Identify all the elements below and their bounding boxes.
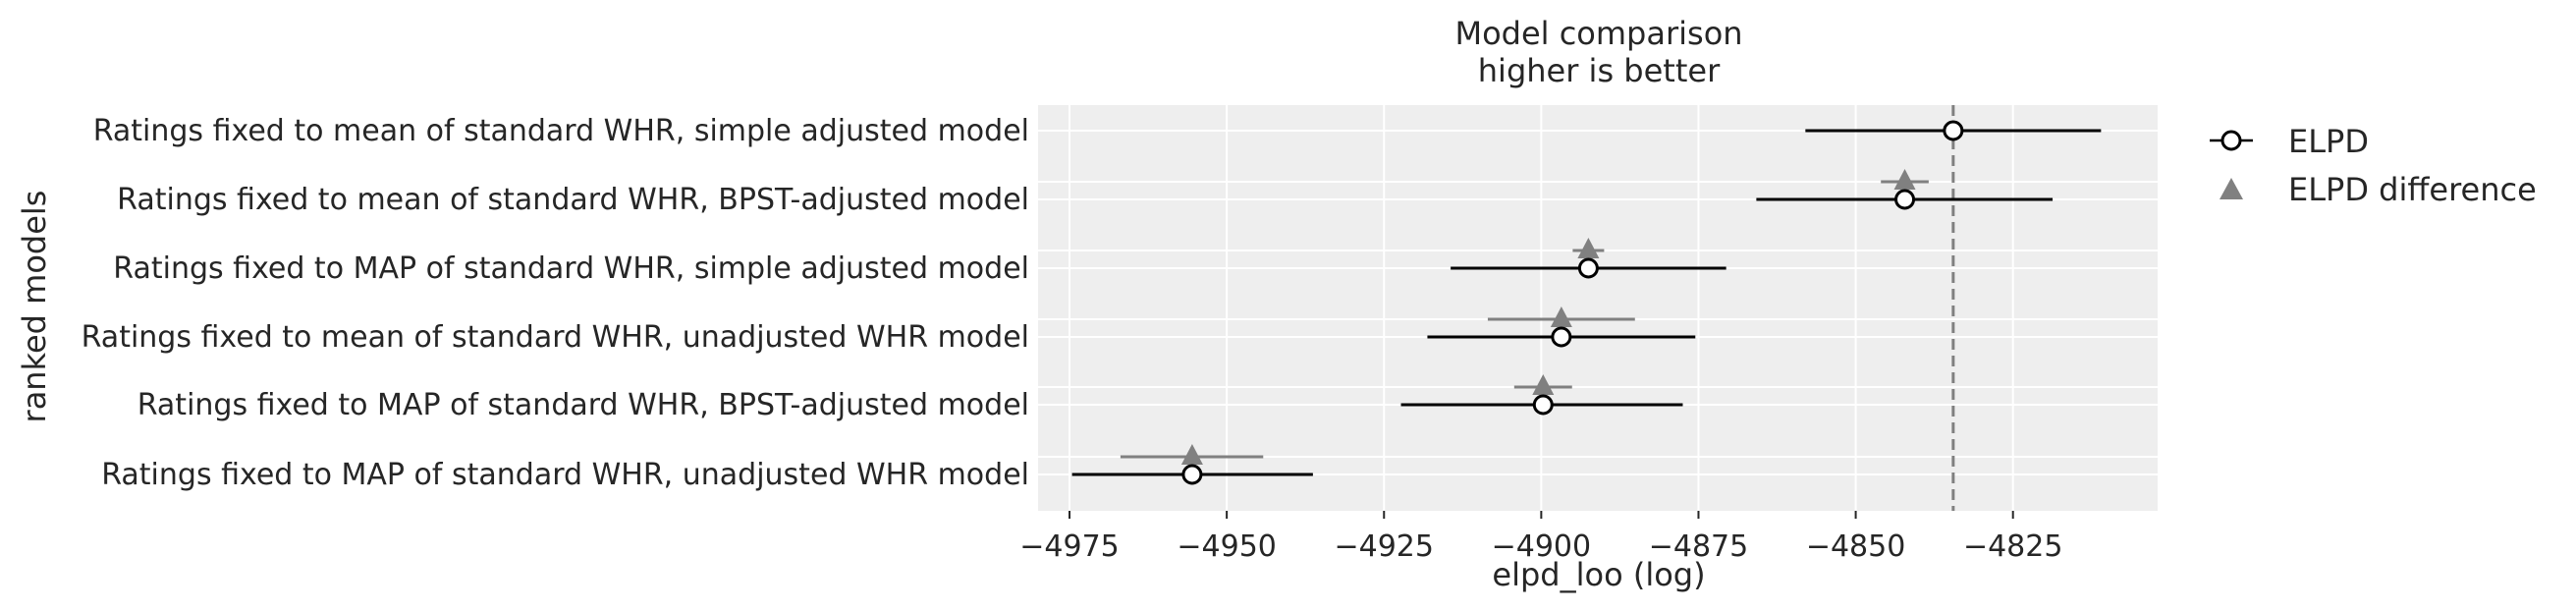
x-tick-label-3: −4900: [1492, 529, 1591, 564]
elpd-difference-marker-2: [1577, 238, 1600, 258]
elpd-marker-2: [1577, 257, 1599, 279]
y-axis-title: ranked models: [16, 191, 53, 423]
elpd-marker-4: [1532, 394, 1554, 416]
x-axis-ticks: −4975 −4950 −4925 −4900 −4875 −4850 −4825: [1019, 511, 2062, 564]
x-tick-label-6: −4825: [1963, 529, 2062, 564]
x-tick-label-4: −4875: [1649, 529, 1748, 564]
x-axis-title: elpd_loo (log): [1492, 556, 1705, 593]
elpd-marker-1: [1894, 189, 1916, 210]
chart-subtitle: higher is better: [1478, 52, 1721, 89]
elpd-difference-marker-3: [1550, 306, 1572, 327]
elpd-difference-marker-1: [1893, 169, 1916, 190]
model-label-1: Ratings fixed to mean of standard WHR, B…: [117, 183, 1029, 217]
elpd-marker-0: [1943, 120, 1964, 141]
legend-elpd-difference-marker: [2220, 178, 2243, 199]
elpd-marker-3: [1551, 326, 1572, 348]
legend-label-elpd-difference: ELPD difference: [2288, 171, 2537, 208]
model-label-5: Ratings fixed to MAP of standard WHR, un…: [101, 458, 1029, 492]
legend: ELPD ELPD difference: [2210, 123, 2537, 208]
model-label-3: Ratings fixed to mean of standard WHR, u…: [82, 320, 1029, 355]
plot-background: [1038, 105, 2158, 511]
legend-elpd-marker: [2220, 130, 2242, 151]
x-tick-label-2: −4925: [1335, 529, 1434, 564]
x-tick-label-1: −4950: [1177, 529, 1276, 564]
chart-marks: [1071, 120, 2102, 485]
y-axis-labels: Ratings fixed to mean of standard WHR, s…: [82, 114, 1029, 492]
elpd-difference-marker-5: [1180, 444, 1203, 465]
legend-label-elpd: ELPD: [2288, 123, 2369, 160]
chart-title: Model comparison: [1454, 15, 1742, 52]
model-label-2: Ratings fixed to MAP of standard WHR, si…: [113, 251, 1029, 286]
model-label-4: Ratings fixed to MAP of standard WHR, BP…: [137, 388, 1029, 422]
elpd-marker-5: [1181, 464, 1203, 485]
x-tick-label-5: −4850: [1806, 529, 1905, 564]
elpd-difference-marker-4: [1532, 374, 1555, 395]
model-label-0: Ratings fixed to mean of standard WHR, s…: [93, 114, 1029, 148]
x-tick-label-0: −4975: [1019, 529, 1119, 564]
